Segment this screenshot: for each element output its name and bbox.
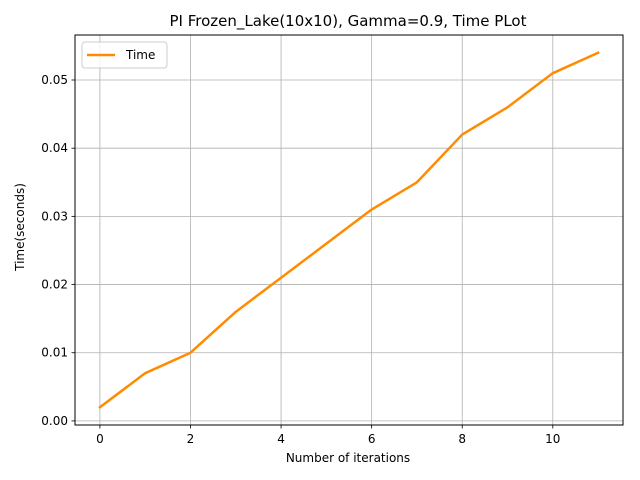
y-tick-label: 0.05 bbox=[41, 73, 68, 87]
x-tick-label: 4 bbox=[277, 432, 285, 446]
legend-box bbox=[81, 41, 168, 69]
series-line-time bbox=[98, 51, 600, 410]
y-tick-label: 0.00 bbox=[41, 414, 68, 428]
chart-title: PI Frozen_Lake(10x10), Gamma=0.9, Time P… bbox=[170, 12, 527, 31]
y-tick-label: 0.02 bbox=[41, 278, 68, 292]
axis-ticks: 0 2 4 6 8 10 0.00 0.01 0.02 0.03 0.04 0.05 bbox=[41, 73, 560, 446]
legend: Time bbox=[81, 41, 168, 69]
x-tick-label: 0 bbox=[96, 432, 104, 446]
y-tick-label: 0.04 bbox=[41, 141, 68, 155]
x-tick-label: 8 bbox=[458, 432, 466, 446]
y-tick-label: 0.01 bbox=[41, 346, 68, 360]
legend-label-time: Time bbox=[125, 48, 155, 62]
grid-lines bbox=[75, 35, 623, 425]
y-axis-label: Time(seconds) bbox=[13, 183, 27, 272]
x-tick-label: 2 bbox=[187, 432, 195, 446]
series-layer bbox=[98, 51, 600, 410]
x-axis-label: Number of iterations bbox=[286, 451, 410, 465]
y-tick-label: 0.03 bbox=[41, 209, 68, 223]
x-tick-label: 10 bbox=[545, 432, 560, 446]
x-tick-label: 6 bbox=[368, 432, 376, 446]
plot-area-frame bbox=[74, 34, 624, 426]
